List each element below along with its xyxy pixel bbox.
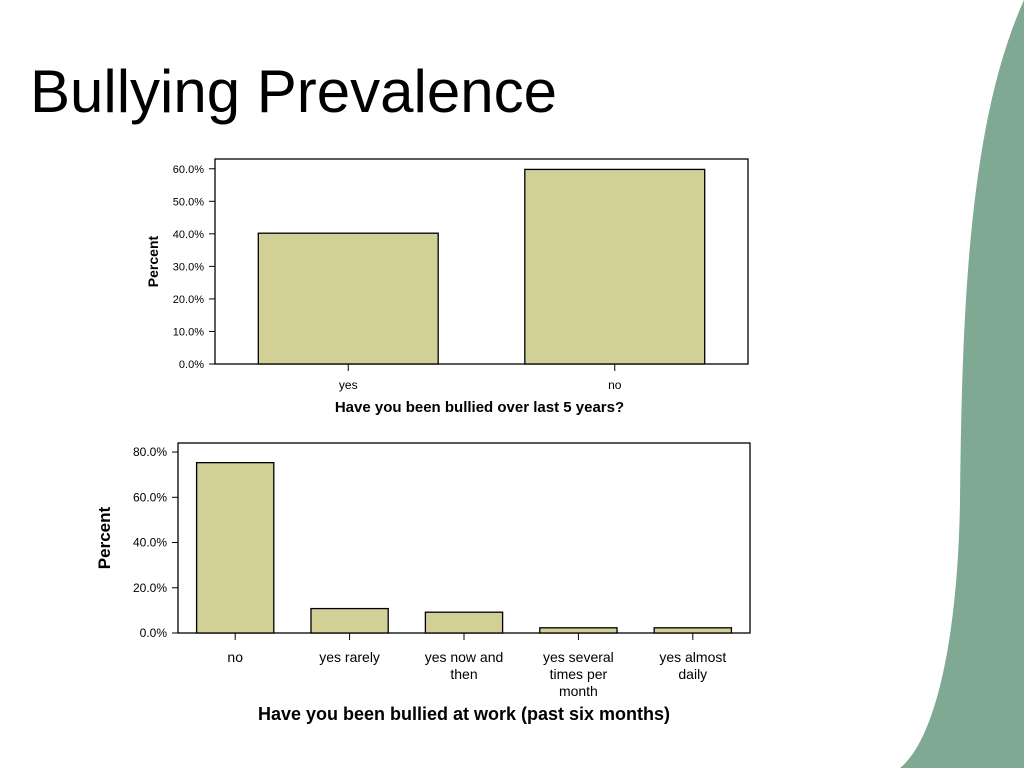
y-tick-label: 0.0% bbox=[140, 626, 168, 640]
green-wave-shape bbox=[900, 0, 1024, 768]
x-category-label: yes now and bbox=[425, 649, 504, 665]
bar-0 bbox=[257, 232, 439, 365]
bar-3 bbox=[539, 627, 618, 634]
bar-1 bbox=[310, 607, 389, 634]
x-category-label: daily bbox=[678, 666, 707, 682]
y-tick-label: 30.0% bbox=[173, 261, 204, 273]
y-tick-label: 20.0% bbox=[133, 581, 167, 595]
y-tick-label: 60.0% bbox=[133, 490, 167, 504]
x-category-label: times per bbox=[550, 666, 608, 682]
x-category-label: no bbox=[227, 649, 243, 665]
x-category-label: no bbox=[608, 378, 622, 392]
y-axis-title: Percent bbox=[95, 506, 114, 569]
y-tick-label: 10.0% bbox=[173, 326, 204, 338]
y-tick-label: 60.0% bbox=[173, 164, 204, 176]
slide-title: Bullying Prevalence bbox=[30, 58, 557, 125]
y-tick-label: 80.0% bbox=[133, 445, 167, 459]
x-category-label: yes almost bbox=[659, 649, 726, 665]
x-category-label: then bbox=[450, 666, 477, 682]
x-category-label: yes rarely bbox=[319, 649, 380, 665]
x-axis-title: Have you been bullied over last 5 years? bbox=[335, 399, 624, 416]
x-axis-title: Have you been bullied at work (past six … bbox=[258, 704, 670, 724]
x-category-label: month bbox=[559, 683, 598, 699]
y-tick-label: 40.0% bbox=[173, 229, 204, 241]
y-tick-label: 0.0% bbox=[179, 359, 204, 371]
x-category-label: yes bbox=[339, 378, 358, 392]
x-category-label: yes several bbox=[543, 649, 614, 665]
y-tick-label: 40.0% bbox=[133, 536, 167, 550]
bar-4 bbox=[653, 627, 733, 634]
y-axis-title: Percent bbox=[145, 235, 161, 287]
bar-2 bbox=[424, 611, 504, 634]
bar-0 bbox=[195, 462, 275, 634]
y-tick-label: 20.0% bbox=[173, 294, 204, 306]
y-tick-label: 50.0% bbox=[173, 196, 204, 208]
